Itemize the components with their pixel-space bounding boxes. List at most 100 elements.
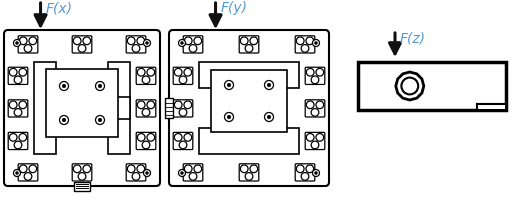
- Circle shape: [14, 109, 22, 117]
- Circle shape: [60, 82, 69, 91]
- Bar: [358, 63, 506, 110]
- Circle shape: [184, 38, 192, 45]
- Circle shape: [227, 84, 231, 87]
- Circle shape: [174, 134, 182, 141]
- Circle shape: [312, 40, 320, 47]
- Bar: [34, 63, 56, 154]
- Circle shape: [9, 101, 17, 109]
- Circle shape: [78, 45, 86, 53]
- Circle shape: [311, 77, 319, 84]
- Circle shape: [250, 38, 257, 45]
- Circle shape: [24, 173, 32, 180]
- Circle shape: [240, 38, 248, 45]
- Circle shape: [14, 141, 22, 149]
- Circle shape: [127, 38, 135, 45]
- Circle shape: [184, 165, 192, 173]
- Circle shape: [19, 165, 27, 173]
- Circle shape: [143, 170, 151, 177]
- Circle shape: [132, 45, 140, 53]
- Circle shape: [179, 170, 185, 177]
- Circle shape: [189, 45, 197, 53]
- Circle shape: [225, 81, 234, 90]
- Circle shape: [316, 69, 324, 77]
- Bar: [165, 99, 173, 118]
- Circle shape: [83, 38, 91, 45]
- Circle shape: [301, 173, 309, 180]
- Circle shape: [306, 134, 314, 141]
- Circle shape: [19, 69, 26, 77]
- Circle shape: [142, 141, 150, 149]
- Circle shape: [267, 116, 271, 119]
- Bar: [108, 63, 130, 154]
- Circle shape: [181, 42, 183, 45]
- Circle shape: [16, 172, 18, 174]
- Circle shape: [179, 109, 187, 117]
- Circle shape: [29, 38, 37, 45]
- Circle shape: [95, 82, 104, 91]
- Bar: [74, 182, 90, 191]
- Circle shape: [401, 78, 418, 95]
- Circle shape: [9, 134, 17, 141]
- Circle shape: [306, 101, 314, 109]
- Circle shape: [315, 172, 317, 174]
- Bar: [199, 128, 299, 154]
- Bar: [199, 63, 299, 89]
- Circle shape: [138, 134, 145, 141]
- Circle shape: [78, 173, 86, 180]
- Text: F(z): F(z): [400, 31, 426, 45]
- Circle shape: [13, 40, 20, 47]
- Circle shape: [174, 69, 182, 77]
- Circle shape: [179, 40, 185, 47]
- Circle shape: [127, 165, 135, 173]
- Circle shape: [60, 116, 69, 125]
- FancyBboxPatch shape: [4, 31, 160, 186]
- Circle shape: [179, 141, 187, 149]
- Text: F(y): F(y): [221, 1, 248, 15]
- Circle shape: [189, 173, 197, 180]
- Circle shape: [13, 170, 20, 177]
- Circle shape: [83, 165, 91, 173]
- Circle shape: [225, 113, 234, 122]
- Circle shape: [174, 101, 182, 109]
- Bar: [236, 89, 262, 128]
- Circle shape: [29, 165, 37, 173]
- Circle shape: [98, 85, 102, 88]
- Circle shape: [14, 77, 22, 84]
- Circle shape: [265, 113, 274, 122]
- Circle shape: [265, 81, 274, 90]
- Circle shape: [194, 165, 202, 173]
- Circle shape: [301, 45, 309, 53]
- Circle shape: [184, 101, 192, 109]
- Polygon shape: [396, 73, 424, 100]
- Circle shape: [194, 38, 202, 45]
- Circle shape: [147, 101, 155, 109]
- Circle shape: [142, 109, 150, 117]
- Circle shape: [95, 116, 104, 125]
- Circle shape: [137, 165, 145, 173]
- Circle shape: [315, 42, 317, 45]
- Bar: [477, 104, 505, 109]
- Circle shape: [240, 165, 248, 173]
- Circle shape: [147, 134, 155, 141]
- Circle shape: [142, 77, 150, 84]
- Circle shape: [267, 84, 271, 87]
- Circle shape: [316, 134, 324, 141]
- Text: F(x): F(x): [46, 1, 73, 15]
- Bar: [46, 70, 118, 137]
- Bar: [56, 98, 130, 119]
- Circle shape: [16, 42, 18, 45]
- Circle shape: [146, 172, 148, 174]
- Circle shape: [137, 38, 145, 45]
- Circle shape: [245, 173, 253, 180]
- Circle shape: [227, 116, 231, 119]
- Circle shape: [138, 69, 145, 77]
- Circle shape: [19, 101, 26, 109]
- Circle shape: [184, 69, 192, 77]
- Circle shape: [296, 165, 304, 173]
- Circle shape: [245, 45, 253, 53]
- Circle shape: [73, 165, 81, 173]
- Bar: [211, 71, 287, 132]
- Circle shape: [296, 38, 304, 45]
- Circle shape: [306, 165, 313, 173]
- Circle shape: [250, 165, 257, 173]
